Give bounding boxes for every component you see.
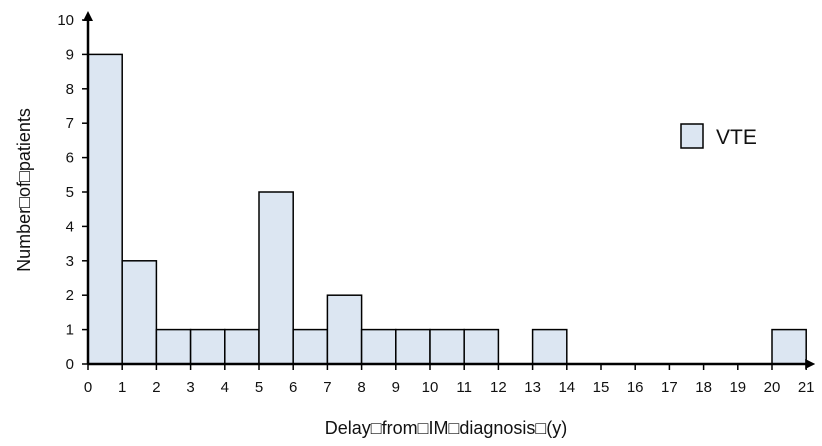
x-tick-label: 9 bbox=[392, 379, 400, 396]
y-tick-label: 10 bbox=[57, 12, 74, 29]
x-tick-label: 4 bbox=[221, 379, 229, 396]
y-tick-label: 6 bbox=[66, 150, 74, 167]
legend: VTE bbox=[680, 123, 757, 149]
x-tick-label: 17 bbox=[661, 379, 678, 396]
x-tick-label: 5 bbox=[255, 379, 263, 396]
x-tick-label: 1 bbox=[118, 379, 126, 396]
x-tick-label: 6 bbox=[289, 379, 297, 396]
histogram-bar bbox=[155, 328, 192, 365]
y-tick-label: 7 bbox=[66, 115, 74, 132]
x-tick-label: 16 bbox=[627, 379, 644, 396]
y-tick-label: 3 bbox=[66, 253, 74, 270]
x-tick-label: 11 bbox=[456, 379, 472, 396]
x-axis-ticks: 0 1 2 3 4 5 6 7 8 9 10 11 12 13 14 15 16 17 18 19 20 21 bbox=[84, 364, 815, 396]
bars-group bbox=[87, 53, 807, 365]
x-tick-label: 21 bbox=[798, 379, 815, 396]
x-tick-label: 10 bbox=[422, 379, 439, 396]
histogram-bar bbox=[189, 328, 226, 365]
histogram-bar bbox=[531, 328, 568, 365]
histogram-bar bbox=[429, 328, 465, 365]
y-axis-title: Number□of□patients bbox=[14, 108, 34, 272]
y-tick-label: 5 bbox=[66, 184, 74, 201]
x-tick-label: 15 bbox=[593, 379, 610, 396]
y-tick-label: 9 bbox=[66, 46, 74, 63]
histogram-bar bbox=[326, 294, 363, 365]
histogram-bar bbox=[258, 191, 294, 365]
x-tick-label: 8 bbox=[357, 379, 365, 396]
x-tick-label: 2 bbox=[152, 379, 160, 396]
histogram-bar bbox=[771, 328, 807, 365]
x-tick-label: 18 bbox=[695, 379, 712, 396]
x-tick-label: 0 bbox=[84, 379, 92, 396]
legend-label: VTE bbox=[716, 126, 757, 149]
y-tick-label: 0 bbox=[66, 356, 74, 373]
x-tick-label: 19 bbox=[729, 379, 746, 396]
legend-swatch bbox=[680, 123, 704, 149]
y-tick-label: 8 bbox=[66, 81, 74, 98]
x-tick-label: 3 bbox=[186, 379, 194, 396]
histogram-bar bbox=[121, 260, 158, 365]
histogram-bar bbox=[395, 328, 431, 365]
histogram-bar bbox=[360, 328, 397, 365]
x-axis-title: Delay□from□IM□diagnosis□(y) bbox=[325, 418, 568, 438]
x-tick-label: 20 bbox=[764, 379, 781, 396]
x-tick-label: 12 bbox=[490, 379, 507, 396]
y-tick-label: 2 bbox=[66, 287, 74, 304]
histogram-bar bbox=[292, 328, 329, 365]
y-tick-label: 4 bbox=[66, 218, 74, 235]
histogram-bar bbox=[224, 328, 260, 365]
histogram-bar bbox=[87, 53, 123, 365]
x-tick-label: 13 bbox=[524, 379, 541, 396]
y-tick-label: 1 bbox=[66, 322, 74, 339]
histogram-bar bbox=[463, 328, 500, 365]
x-tick-label: 14 bbox=[558, 379, 575, 396]
y-axis-ticks: 0 1 2 3 4 5 6 7 8 9 10 bbox=[57, 12, 88, 373]
x-tick-label: 7 bbox=[323, 379, 331, 396]
